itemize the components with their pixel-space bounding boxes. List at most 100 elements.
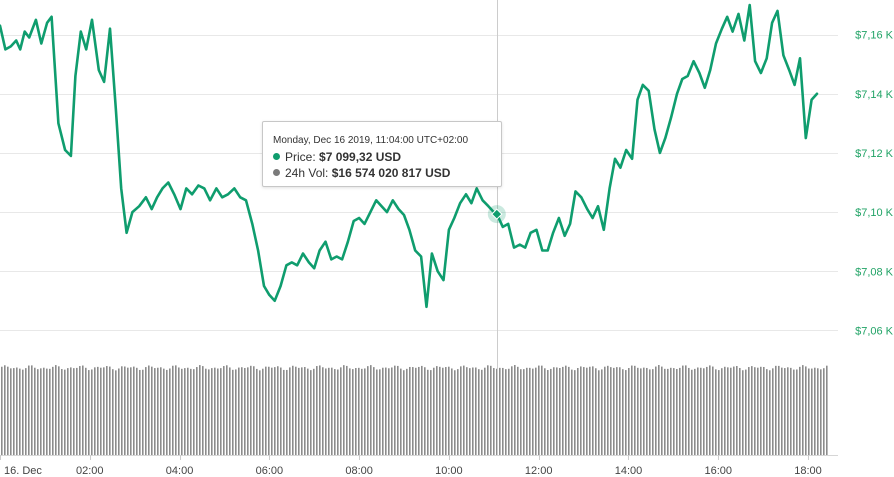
volume-bar [361,368,363,455]
hover-marker-point [491,208,503,220]
volume-bar [133,366,135,455]
volume-bar [436,366,438,455]
volume-bar [328,367,330,455]
volume-bar [37,369,39,455]
volume-bar [820,369,822,455]
volume-bar [127,367,129,455]
volume-bar [502,367,504,455]
volume-bar [157,367,159,455]
volume-bar [142,369,144,455]
volume-bar [163,368,165,455]
volume-bar [595,368,597,455]
volume-bar [205,368,207,455]
volume-bar [514,365,516,455]
volume-bar [130,367,132,455]
volume-bar [775,365,777,455]
volume-bar [4,365,6,455]
volume-bar [724,366,726,455]
y-tick-label: $7,14 K [855,89,894,101]
volume-bar [697,367,699,455]
volume-bar [616,367,618,455]
volume-bar [229,367,231,455]
volume-bar [658,365,660,455]
volume-bar [445,367,447,455]
tooltip-volume-value: $16 574 020 817 USD [331,166,451,180]
volume-bar [211,368,213,455]
volume-bar [676,368,678,455]
volume-bar [160,367,162,455]
volume-bar [22,369,24,455]
volume-bar [790,367,792,455]
volume-bar [523,369,525,455]
volume-bar [562,366,564,455]
volume-bar [457,369,459,455]
volume-bar [802,365,804,455]
volume-bar [655,366,657,455]
volume-bar [49,368,51,455]
volume-bar [793,369,795,455]
volume-bar [646,367,648,455]
volume-bar [745,369,747,455]
volume-bar [826,365,828,455]
volume-bar [208,369,210,455]
grid-lines [0,35,838,456]
volume-bar [631,365,633,455]
volume-bar [175,365,177,455]
volume-bar [430,370,432,455]
volume-bar [814,367,816,455]
volume-bar [451,368,453,455]
x-tick-label: 16. Dec [4,465,42,477]
volume-bar [640,368,642,455]
hover-marker [487,205,506,224]
volume-bar [64,369,66,455]
volume-bar [742,370,744,455]
volume-bar [538,365,540,455]
volume-bar [634,365,636,455]
volume-bar [577,367,579,455]
volume-bar [319,365,321,455]
volume-bar [82,365,84,455]
y-axis-ticks: $7,06 K $7,08 K $7,10 K $7,12 K $7,14 K $7,16… [855,30,894,338]
volume-bar [661,366,663,455]
volume-bar [349,368,351,455]
volume-bar [199,365,201,455]
volume-bar [565,365,567,455]
volume-bar [283,369,285,455]
volume-bar [442,367,444,455]
volume-bar [649,369,651,455]
volume-bar [343,365,345,455]
tooltip-price-label: Price: [285,150,320,164]
volume-bar [520,369,522,455]
volume-bar [682,365,684,455]
volume-bar [652,369,654,455]
volume-bar [607,365,609,455]
volume-bar [439,366,441,455]
volume-bar [556,367,558,455]
volume-bar [475,367,477,455]
volume-bar [292,365,294,455]
volume-bar [754,367,756,455]
volume-bar [85,367,87,455]
volume-bar [244,367,246,455]
volume-bar [748,367,750,455]
x-tick-label: 02:00 [76,465,104,477]
volume-bar [397,365,399,455]
volume-bar [274,367,276,455]
volume-bar [739,367,741,455]
volume-bar [118,368,120,455]
volume-bar [145,367,147,455]
volume-bar [91,369,93,455]
volume-bar [715,369,717,455]
x-axis-ticks: 16. Dec 02:00 04:00 06:00 08:00 10:00 12:00 14:… [0,455,822,477]
volume-bar [394,365,396,455]
volume-bar [550,368,552,455]
volume-bar [136,367,138,455]
hover-tooltip: Monday, Dec 16 2019, 11:04:00 UTC+02:00 … [262,121,502,187]
volume-bar [664,368,666,455]
volume-bar [736,365,738,455]
volume-bar [238,367,240,455]
volume-bar [262,368,264,455]
volume-bar [625,370,627,455]
volume-bar [583,367,585,455]
